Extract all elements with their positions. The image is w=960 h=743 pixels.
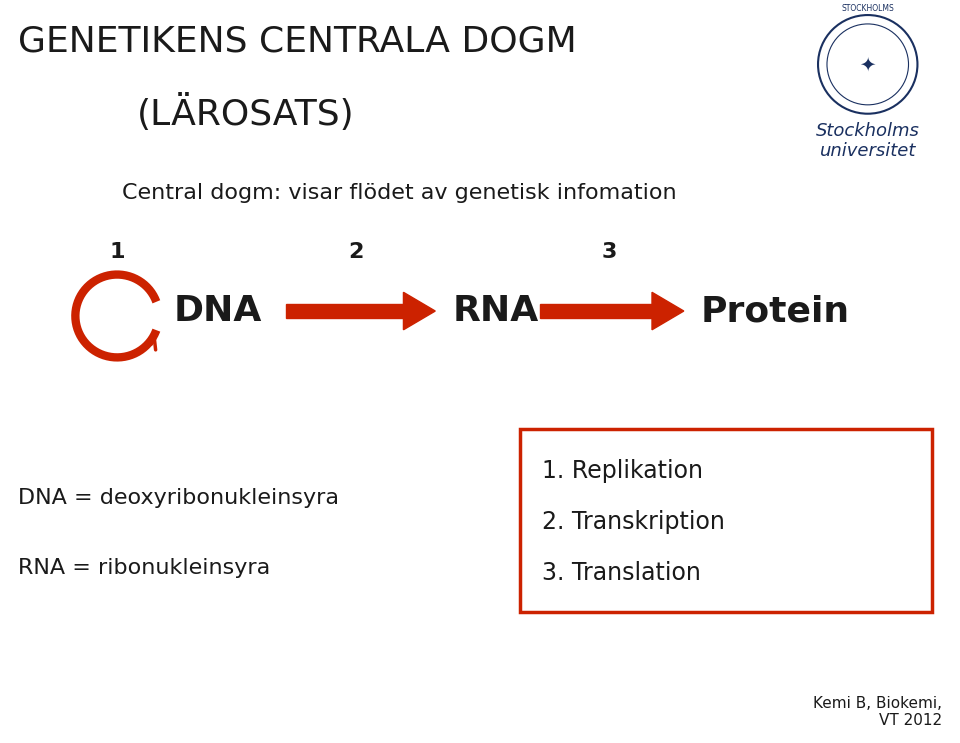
Text: Stockholms
universitet: Stockholms universitet — [816, 122, 920, 160]
Text: 3: 3 — [602, 241, 617, 262]
Polygon shape — [652, 292, 684, 330]
Text: 3. Translation: 3. Translation — [541, 562, 701, 585]
Polygon shape — [403, 292, 435, 330]
Text: 2. Transkription: 2. Transkription — [541, 510, 725, 534]
Text: DNA: DNA — [174, 294, 262, 328]
Text: ✦: ✦ — [859, 55, 876, 74]
Text: 1: 1 — [109, 241, 125, 262]
Text: Central dogm: visar flödet av genetisk infomation: Central dogm: visar flödet av genetisk i… — [122, 183, 677, 203]
Text: Kemi B, Biokemi,
VT 2012: Kemi B, Biokemi, VT 2012 — [813, 696, 943, 728]
Polygon shape — [286, 304, 403, 319]
Text: Protein: Protein — [701, 294, 850, 328]
FancyBboxPatch shape — [519, 429, 932, 612]
Text: GENETIKENS CENTRALA DOGM: GENETIKENS CENTRALA DOGM — [17, 25, 576, 59]
Text: 2: 2 — [348, 241, 364, 262]
Text: STOCKHOLMS: STOCKHOLMS — [841, 4, 894, 13]
Text: (LÄROSATS): (LÄROSATS) — [137, 94, 354, 132]
Text: RNA = ribonukleinsyra: RNA = ribonukleinsyra — [17, 557, 270, 577]
Text: RNA: RNA — [452, 294, 539, 328]
Text: 1. Replikation: 1. Replikation — [541, 459, 703, 483]
Polygon shape — [540, 304, 652, 319]
Text: DNA = deoxyribonukleinsyra: DNA = deoxyribonukleinsyra — [17, 488, 339, 508]
